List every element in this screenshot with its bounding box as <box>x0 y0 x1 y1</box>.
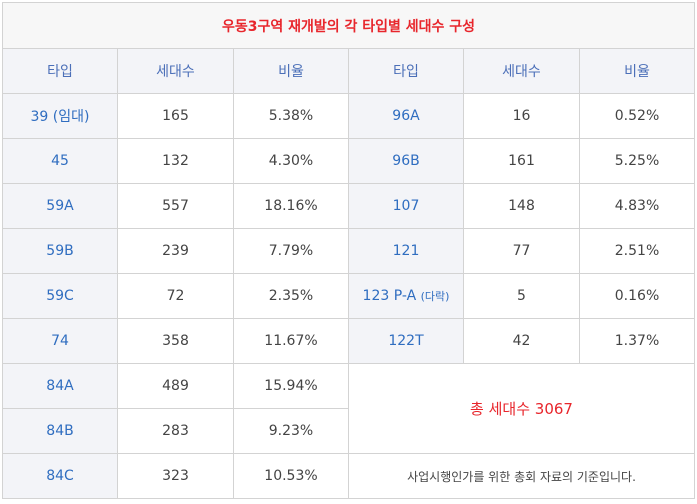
count-cell: 77 <box>463 228 580 274</box>
type-cell: 96A <box>348 93 464 139</box>
source-note: 사업시행인가를 위한 총회 자료의 기준입니다. <box>347 453 696 499</box>
count-cell: 239 <box>117 228 234 274</box>
ratio-cell: 7.79% <box>233 228 349 274</box>
type-cell: 96B <box>348 138 464 184</box>
header-type: 타입 <box>2 48 118 94</box>
ratio-cell: 2.35% <box>233 273 349 319</box>
count-cell: 16 <box>463 93 580 139</box>
count-cell: 148 <box>463 183 580 229</box>
ratio-cell: 15.94% <box>233 363 349 409</box>
ratio-cell: 11.67% <box>233 318 349 364</box>
count-cell: 165 <box>117 93 234 139</box>
count-cell: 42 <box>463 318 580 364</box>
type-cell: 107 <box>348 183 464 229</box>
table-row: 74 358 11.67% 122T 42 1.37% <box>2 318 696 364</box>
count-cell: 283 <box>117 408 234 454</box>
type-cell: 39 (임대) <box>2 93 118 139</box>
type-cell: 74 <box>2 318 118 364</box>
header-count: 세대수 <box>117 48 234 94</box>
type-cell: 121 <box>348 228 464 274</box>
type-cell: 59B <box>2 228 118 274</box>
count-cell: 5 <box>463 273 580 319</box>
header-count: 세대수 <box>463 48 580 94</box>
ratio-cell: 5.38% <box>233 93 349 139</box>
table-row: 84C 323 10.53% 사업시행인가를 위한 총회 자료의 기준입니다. <box>2 453 696 499</box>
ratio-cell: 4.83% <box>578 183 696 229</box>
type-cell: 123 P-A (다락) <box>348 273 464 319</box>
count-cell: 358 <box>117 318 234 364</box>
table-row: 59B 239 7.79% 121 77 2.51% <box>2 228 696 274</box>
ratio-cell: 0.16% <box>578 273 696 319</box>
count-cell: 132 <box>117 138 234 184</box>
ratio-cell: 9.23% <box>233 408 349 454</box>
ratio-cell: 18.16% <box>233 183 349 229</box>
table-title: 우동3구역 재개발의 각 타입별 세대수 구성 <box>1 2 696 49</box>
total-households: 총 세대수 3067 <box>347 363 696 454</box>
ratio-cell: 2.51% <box>578 228 696 274</box>
type-cell: 122T <box>348 318 464 364</box>
ratio-cell: 0.52% <box>578 93 696 139</box>
header-ratio: 비율 <box>578 48 696 94</box>
type-cell: 59C <box>2 273 118 319</box>
type-cell: 84C <box>2 453 118 499</box>
ratio-cell: 10.53% <box>233 453 349 499</box>
count-cell: 72 <box>117 273 234 319</box>
table-row: 84A 489 15.94% 총 세대수 3067 <box>2 363 696 454</box>
table-row: 59C 72 2.35% 123 P-A (다락) 5 0.16% <box>2 273 696 319</box>
table-row: 45 132 4.30% 96B 161 5.25% <box>2 138 696 184</box>
count-cell: 161 <box>463 138 580 184</box>
type-cell: 59A <box>2 183 118 229</box>
header-ratio: 비율 <box>233 48 349 94</box>
table-row: 59A 557 18.16% 107 148 4.83% <box>2 183 696 229</box>
ratio-cell: 4.30% <box>233 138 349 184</box>
type-cell: 84A <box>2 363 118 409</box>
count-cell: 489 <box>117 363 234 409</box>
count-cell: 323 <box>117 453 234 499</box>
ratio-cell: 1.37% <box>578 318 696 364</box>
table-row: 84B 283 9.23% <box>2 408 695 454</box>
table-row: 39 (임대) 165 5.38% 96A 16 0.52% <box>2 93 696 139</box>
header-type: 타입 <box>348 48 464 94</box>
count-cell: 557 <box>117 183 234 229</box>
ratio-cell: 5.25% <box>578 138 696 184</box>
type-cell: 45 <box>2 138 118 184</box>
type-suffix: (다락) <box>420 290 450 303</box>
type-cell: 84B <box>2 408 118 454</box>
type-label: 123 P-A <box>362 288 417 304</box>
